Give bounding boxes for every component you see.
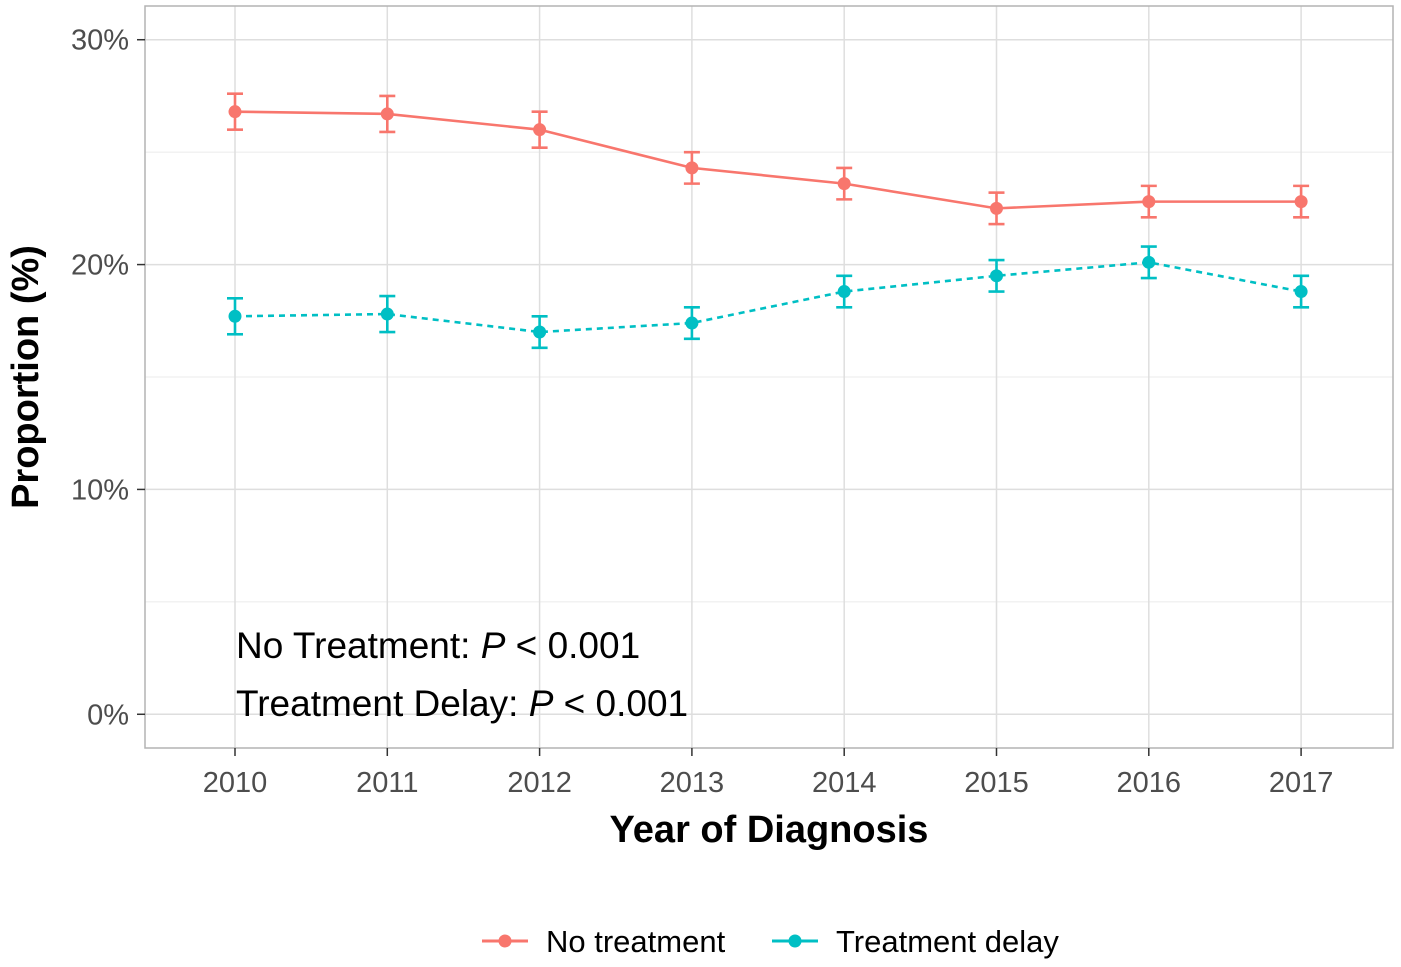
data-point-no-treatment [533,123,547,137]
y-tick-label: 10% [71,474,129,506]
x-tick-label: 2014 [812,767,877,799]
grid-minor [145,151,1393,603]
x-axis-title: Year of Diagnosis [610,809,929,851]
series-line-treatment-delay [234,261,1302,334]
data-point-no-treatment [228,105,242,119]
data-point-treatment-delay [685,316,699,330]
data-point-treatment-delay [380,307,394,321]
data-point-no-treatment [1294,195,1308,209]
data-point-treatment-delay [1294,285,1308,299]
data-point-treatment-delay [837,285,851,299]
data-point-treatment-delay [1142,255,1156,269]
x-axis: 2010 2011 2012 2013 2014 2015 2016 2017 [203,748,1334,799]
legend-key-treatment-delay-dot [788,934,802,948]
plot-border [144,5,1394,749]
data-point-treatment-delay [228,309,242,323]
legend-key-no-treatment-dot [498,934,512,948]
series-treatment-delay [227,245,1310,350]
y-tick-label: 30% [71,25,129,57]
legend-item-treatment-delay: Treatment delay [772,924,1059,959]
annotation-treatment-delay: Treatment Delay: P < 0.001 [236,683,688,724]
y-tick-label: 20% [71,250,129,282]
x-tick-label: 2015 [964,767,1029,799]
legend-item-no-treatment: No treatment [482,924,726,959]
data-point-no-treatment [837,177,851,191]
series-no-treatment [227,92,1310,226]
data-point-no-treatment [380,107,394,121]
annotation-no-treatment: No Treatment: P < 0.001 [236,625,640,666]
x-tick-label: 2017 [1269,767,1334,799]
x-tick-label: 2010 [203,767,268,799]
data-point-no-treatment [990,201,1003,215]
legend-label-no-treatment: No treatment [546,924,726,959]
legend: No treatment Treatment delay [482,924,1059,959]
x-tick-label: 2011 [356,767,418,799]
series-line-no-treatment [234,110,1302,210]
data-point-treatment-delay [990,269,1003,283]
x-tick-label: 2013 [660,767,725,799]
legend-label-treatment-delay: Treatment delay [836,924,1059,959]
data-point-treatment-delay [533,325,547,339]
y-axis: 0% 10% 20% 30% [71,25,145,731]
data-point-no-treatment [1142,195,1156,209]
x-tick-label: 2012 [507,767,572,799]
y-tick-label: 0% [87,699,129,731]
data-point-no-treatment [685,161,699,175]
series-layer [227,92,1310,350]
y-axis-title: Proportion (%) [5,245,47,509]
x-tick-label: 2016 [1117,767,1182,799]
